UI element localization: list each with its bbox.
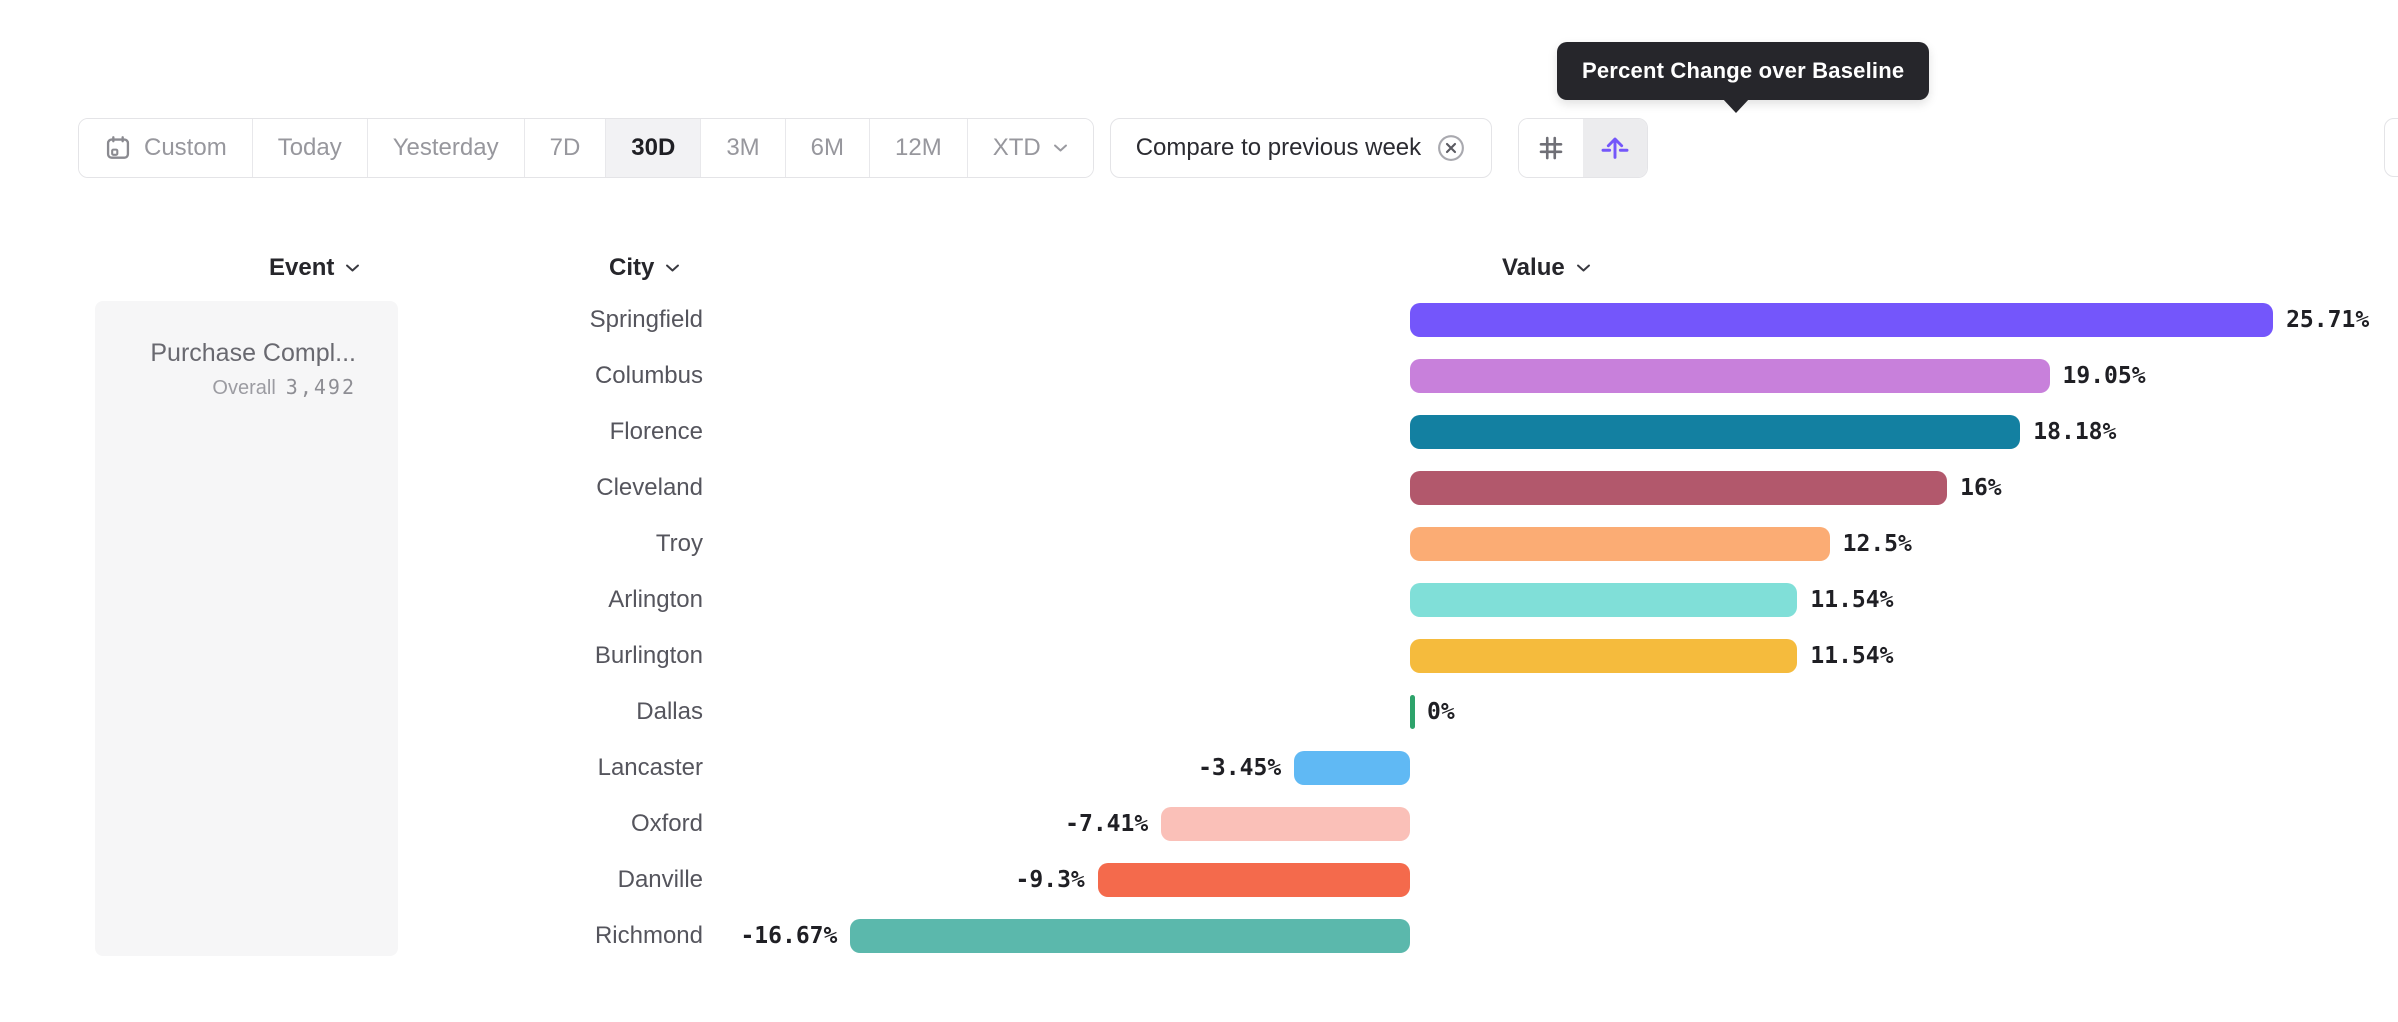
city-label: Danville [617,866,703,893]
tooltip-caret [1722,98,1750,113]
chart-row: Burlington 11.54% [0,628,2398,684]
chart-row: Springfield 25.71% [0,292,2398,348]
column-header-value[interactable]: Value [1502,246,1591,290]
chart-row: Troy 12.5% [0,516,2398,572]
column-header-city[interactable]: City [609,246,680,290]
city-label: Lancaster [597,754,703,781]
compare-label: Compare to previous week [1135,134,1422,161]
view-toggle-group [1518,118,1649,178]
city-header-label: City [609,254,655,281]
value-bar[interactable] [1410,359,2050,393]
city-label: Columbus [594,362,703,389]
value-bar[interactable] [1410,583,1798,617]
chevron-down-icon [1576,263,1591,273]
chevron-down-icon [665,263,680,273]
value-label: 11.54% [1810,587,1894,613]
grid-icon [1536,133,1566,163]
event-name: Purchase Compl... [150,339,356,367]
date-range-6m[interactable]: 6M [784,119,869,177]
grid-view-button[interactable] [1519,119,1584,177]
city-label: Arlington [608,586,703,613]
value-bar[interactable] [1097,863,1410,897]
city-label: Richmond [594,922,703,949]
date-range-label: 3M [726,134,760,161]
value-label: 16% [1960,475,2002,501]
value-label: 25.71% [2286,307,2370,333]
value-bar[interactable] [1294,751,1410,785]
date-range-custom[interactable]: Custom [79,119,252,177]
value-label: -9.3% [1015,867,1085,893]
value-label: 19.05% [2062,363,2146,389]
bar-chart: Springfield 25.71% Columbus 19.05% Florence 1… [0,292,2398,964]
value-label: 0% [1427,699,1455,725]
date-range-label: Yesterday [392,134,499,161]
city-label: Florence [609,418,703,445]
date-range-label: Today [277,134,342,161]
date-range-label: 7D [549,134,581,161]
date-range-today[interactable]: Today [251,119,367,177]
event-header-label: Event [269,254,335,281]
date-range-xtd[interactable]: XTD [966,119,1093,177]
date-range-7d[interactable]: 7D [523,119,606,177]
date-range-label: 12M [895,134,942,161]
date-range-label: 6M [810,134,844,161]
clipped-edge-button[interactable] [2384,118,2398,177]
chart-row: Danville -9.3% [0,852,2398,908]
value-label: 12.5% [1842,531,1912,557]
chart-row: Columbus 19.05% [0,348,2398,404]
value-bar[interactable] [1410,639,1798,673]
uplift-icon [1599,132,1631,164]
event-overall: Overall 3,492 [95,375,398,400]
city-label: Springfield [589,306,703,333]
toolbar: Custom Today Yesterday 7D 30D 3M 6M 12M XTD Comp… [78,118,1649,178]
overall-value: 3,492 [285,375,356,399]
value-bar[interactable] [1410,695,1415,729]
circle-x-icon[interactable] [1436,133,1466,163]
event-card[interactable]: Purchase Compl... Overall 3,492 [95,301,398,956]
date-range-12m[interactable]: 12M [869,119,967,177]
date-range-label: 30D [631,134,676,161]
calendar-icon [104,134,132,162]
value-bar[interactable] [1410,471,1948,505]
city-label: Burlington [594,642,703,669]
baseline-tooltip: Percent Change over Baseline [1557,42,1930,100]
chevron-down-icon [345,263,360,273]
city-label: Troy [655,530,703,557]
uplift-view-button[interactable] [1583,119,1648,177]
value-label: -16.67% [740,923,838,949]
column-header-event[interactable]: Event [269,246,360,290]
chart-row: Arlington 11.54% [0,572,2398,628]
city-label: Oxford [630,810,703,837]
value-header-label: Value [1502,254,1565,281]
value-bar[interactable] [850,919,1410,953]
overall-label: Overall [212,377,276,399]
compare-to-previous-week-button[interactable]: Compare to previous week [1109,118,1493,178]
date-range-yesterday[interactable]: Yesterday [366,119,524,177]
chevron-down-icon [1053,143,1068,153]
value-label: 18.18% [2033,419,2117,445]
chart-row: Richmond -16.67% [0,908,2398,964]
value-label: -7.41% [1065,811,1149,837]
tooltip-text: Percent Change over Baseline [1582,58,1905,83]
date-range-label: XTD [992,134,1041,161]
chart-row: Florence 18.18% [0,404,2398,460]
value-bar[interactable] [1410,415,2021,449]
date-range-3m[interactable]: 3M [700,119,785,177]
value-label: -3.45% [1198,755,1282,781]
chart-row: Cleveland 16% [0,460,2398,516]
chart-row: Dallas 0% [0,684,2398,740]
date-range-30d[interactable]: 30D [605,119,701,177]
value-bar[interactable] [1410,303,2274,337]
city-label: Cleveland [596,474,703,501]
date-range-label: Custom [144,134,227,161]
value-label: 11.54% [1810,643,1894,669]
date-range-segmented-control: Custom Today Yesterday 7D 30D 3M 6M 12M XTD [78,118,1094,178]
chart-row: Oxford -7.41% [0,796,2398,852]
chart-row: Lancaster -3.45% [0,740,2398,796]
city-label: Dallas [636,698,703,725]
value-bar[interactable] [1161,807,1410,841]
value-bar[interactable] [1410,527,1830,561]
